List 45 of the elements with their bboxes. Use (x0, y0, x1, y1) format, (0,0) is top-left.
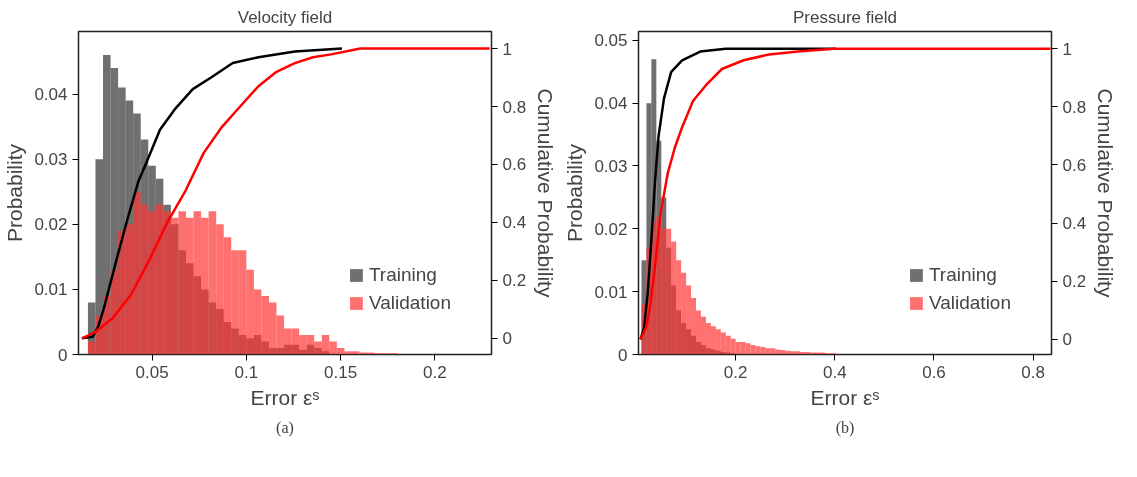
chart-title: Pressure field (793, 7, 897, 27)
legend-label: Training (928, 264, 997, 286)
y2-tick-label: 0.4 (502, 213, 527, 233)
x-tick-label: 0.2 (423, 362, 447, 382)
text: (b) (835, 418, 855, 437)
y-tick-label: 0.02 (34, 215, 68, 235)
y2-axis-title: Cumulative Probability (1094, 88, 1118, 298)
x-tick-label: 0.15 (324, 362, 358, 382)
y-tick-label: 0.03 (594, 156, 628, 176)
y-tick-label: 0.01 (34, 280, 68, 300)
y2-tick-label: 0.4 (1062, 214, 1087, 234)
x-tick-label: 0.2 (723, 362, 748, 382)
chart-title: Velocity field (237, 7, 333, 27)
y2-axis-title: Cumulative Probability (534, 88, 558, 298)
x-tick-label: 0.05 (135, 362, 169, 382)
y-tick-label: 0.04 (34, 85, 68, 105)
y-tick-label: 0.04 (594, 94, 628, 114)
y2-tick-label: 0.8 (1062, 97, 1087, 117)
text: (a) (276, 418, 294, 437)
y-tick-label: 0 (618, 345, 628, 365)
legend-label: Validation (368, 292, 451, 314)
y2-tick-label: 0 (502, 329, 512, 349)
x-axis-title: Error εˢ (810, 385, 880, 409)
x-axis-title: Error εˢ (250, 385, 320, 409)
y2-tick-label: 0.8 (502, 97, 527, 117)
x-tick-label: 0.4 (823, 362, 847, 382)
legend-label: Validation (928, 292, 1011, 314)
y2-tick-label: 0.6 (1062, 155, 1087, 175)
y2-tick-label: 0.2 (502, 271, 527, 291)
y2-tick-label: 1 (502, 39, 512, 59)
x-tick-label: 0.6 (922, 362, 946, 382)
x-tick-label: 0.8 (1021, 362, 1045, 382)
legend-label: Training (368, 264, 437, 286)
y-tick-label: 0.01 (594, 282, 628, 302)
y-axis-title: Probability (3, 143, 27, 243)
y2-tick-label: 0.6 (502, 155, 527, 175)
y-tick-label: 0 (58, 345, 68, 365)
x-tick-label: 0.1 (234, 362, 259, 382)
y-tick-label: 0.02 (594, 219, 628, 239)
y2-tick-label: 0.2 (1062, 272, 1087, 292)
y2-tick-label: 1 (1062, 39, 1072, 59)
y-tick-label: 0.05 (594, 31, 628, 51)
y-axis-title: Probability (563, 143, 587, 243)
y2-tick-label: 0 (1062, 330, 1072, 350)
y-tick-label: 0.03 (34, 150, 68, 170)
